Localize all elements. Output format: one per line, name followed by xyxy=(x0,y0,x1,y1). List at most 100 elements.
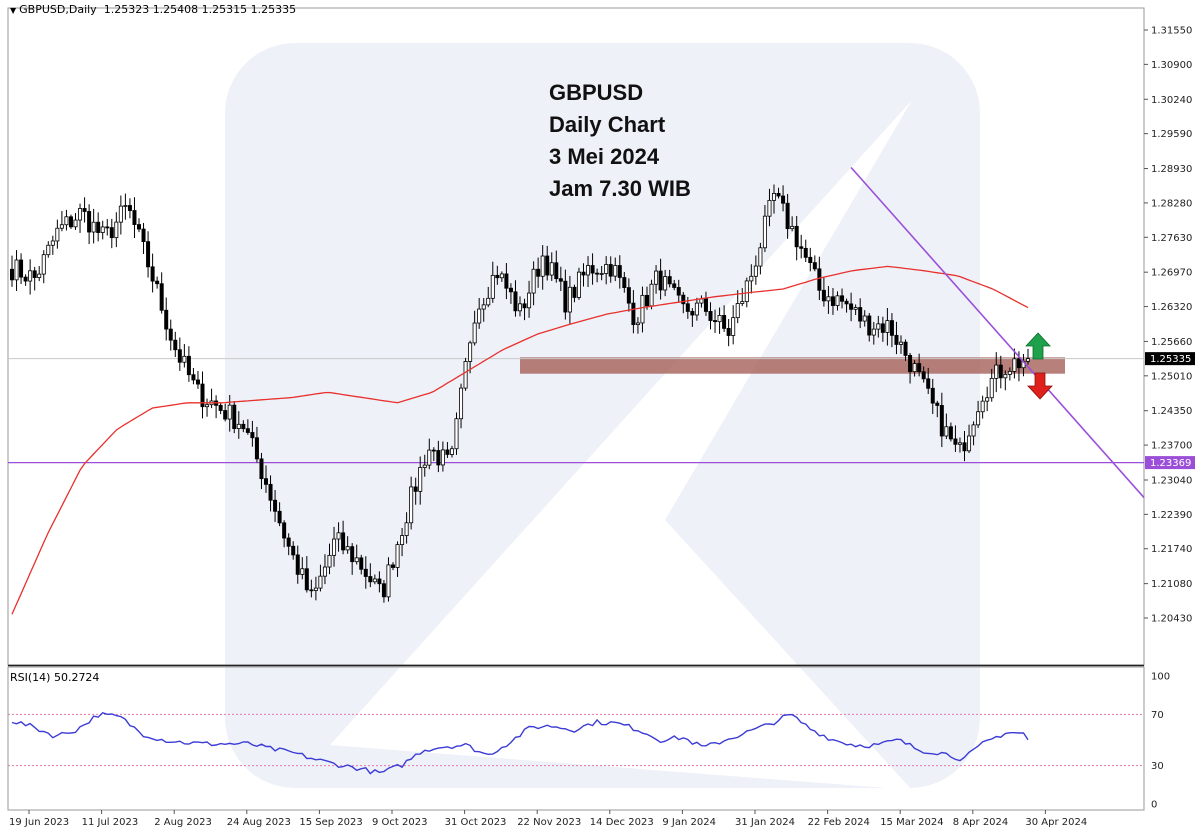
candle xyxy=(322,554,327,585)
candle xyxy=(14,250,19,291)
candle xyxy=(96,212,101,242)
candle xyxy=(295,545,300,584)
candle xyxy=(209,388,214,409)
candle xyxy=(980,395,985,419)
candle xyxy=(390,562,395,571)
candle xyxy=(141,222,146,254)
candle xyxy=(871,321,876,345)
candle xyxy=(268,475,273,512)
candle xyxy=(46,241,51,258)
candle xyxy=(345,536,350,554)
candle xyxy=(808,247,813,272)
candle xyxy=(613,257,618,282)
candle xyxy=(767,188,772,227)
candle xyxy=(1003,370,1008,391)
candle xyxy=(241,420,246,433)
rsi-header: RSI(14) 50.2724 xyxy=(10,671,100,684)
symbol-label: GBPUSD,Daily xyxy=(19,3,97,16)
time-tick-label: 22 Feb 2024 xyxy=(808,817,870,828)
candle xyxy=(232,401,237,434)
candle xyxy=(309,579,314,598)
candle xyxy=(631,290,636,334)
time-tick-label: 8 Apr 2024 xyxy=(953,817,1008,828)
candle xyxy=(87,204,92,245)
candle xyxy=(50,235,55,255)
chart-annotation: GBPUSD Daily Chart 3 Mei 2024 Jam 7.30 W… xyxy=(549,77,691,205)
candle xyxy=(867,313,872,342)
candle xyxy=(726,319,731,347)
candle xyxy=(459,383,464,429)
candle xyxy=(159,272,164,314)
candle xyxy=(359,554,364,575)
candle xyxy=(694,297,699,321)
candle xyxy=(835,291,840,311)
candle xyxy=(64,209,69,231)
price-tick-label: 1.30240 xyxy=(1151,95,1192,106)
candle xyxy=(263,465,268,493)
candle xyxy=(1026,348,1031,365)
price-tick-label: 1.22390 xyxy=(1151,510,1192,521)
rsi-axis: 100 70 30 0 xyxy=(1151,672,1170,811)
candle xyxy=(250,420,255,447)
candle xyxy=(186,346,191,382)
time-tick-label: 2 Aug 2023 xyxy=(154,817,212,828)
candle xyxy=(926,367,931,394)
candle xyxy=(531,261,536,306)
candle xyxy=(576,267,581,300)
price-axis: 1.31550 1.30900 1.30240 1.29590 1.28930 1.282… xyxy=(1144,26,1192,625)
candle xyxy=(254,426,259,463)
candle xyxy=(799,234,804,259)
time-tick-label: 31 Jan 2024 xyxy=(735,817,795,828)
candle xyxy=(894,321,899,355)
candle xyxy=(708,302,713,330)
candle xyxy=(554,250,559,283)
candle xyxy=(567,275,572,324)
candle xyxy=(282,520,287,548)
candle xyxy=(962,430,967,462)
annotation-line-3: 3 Mei 2024 xyxy=(549,144,660,169)
collapse-triangle-icon[interactable]: ▼ xyxy=(10,6,17,15)
candle xyxy=(146,231,151,278)
candle xyxy=(395,541,400,577)
candle xyxy=(105,219,110,236)
price-tick-label: 1.29590 xyxy=(1151,129,1192,140)
price-tick-label: 1.23040 xyxy=(1151,475,1192,486)
candle xyxy=(454,412,459,455)
candle xyxy=(91,208,96,244)
candle xyxy=(876,315,881,338)
annotation-line-4: Jam 7.30 WIB xyxy=(549,176,691,201)
descending-trendline xyxy=(850,166,1145,499)
candle xyxy=(880,316,885,342)
candle xyxy=(654,265,659,294)
candle xyxy=(703,291,708,316)
candle xyxy=(150,253,155,293)
candle xyxy=(518,296,523,317)
annotation-line-2: Daily Chart xyxy=(549,112,666,137)
candle xyxy=(713,309,718,333)
candle xyxy=(118,195,123,235)
candle xyxy=(626,278,631,312)
candle xyxy=(812,255,817,272)
candle xyxy=(436,440,441,473)
candle xyxy=(490,261,495,303)
price-tick-label: 1.20430 xyxy=(1151,614,1192,625)
candle xyxy=(885,308,890,346)
candle xyxy=(635,317,640,334)
candle xyxy=(772,184,777,214)
candle xyxy=(132,197,137,239)
price-tick-label: 1.25010 xyxy=(1151,371,1192,382)
price-tick-label: 1.28280 xyxy=(1151,198,1192,209)
candle xyxy=(41,250,46,284)
candle xyxy=(155,276,160,289)
price-tick-label: 1.31550 xyxy=(1151,26,1192,37)
candle xyxy=(889,313,894,348)
candle xyxy=(948,422,953,442)
candle xyxy=(903,339,908,361)
candle xyxy=(572,284,577,303)
candle xyxy=(191,367,196,385)
candle xyxy=(227,394,232,432)
candle xyxy=(617,255,622,289)
candle xyxy=(78,203,83,233)
candle xyxy=(304,556,309,593)
candle xyxy=(37,266,42,282)
